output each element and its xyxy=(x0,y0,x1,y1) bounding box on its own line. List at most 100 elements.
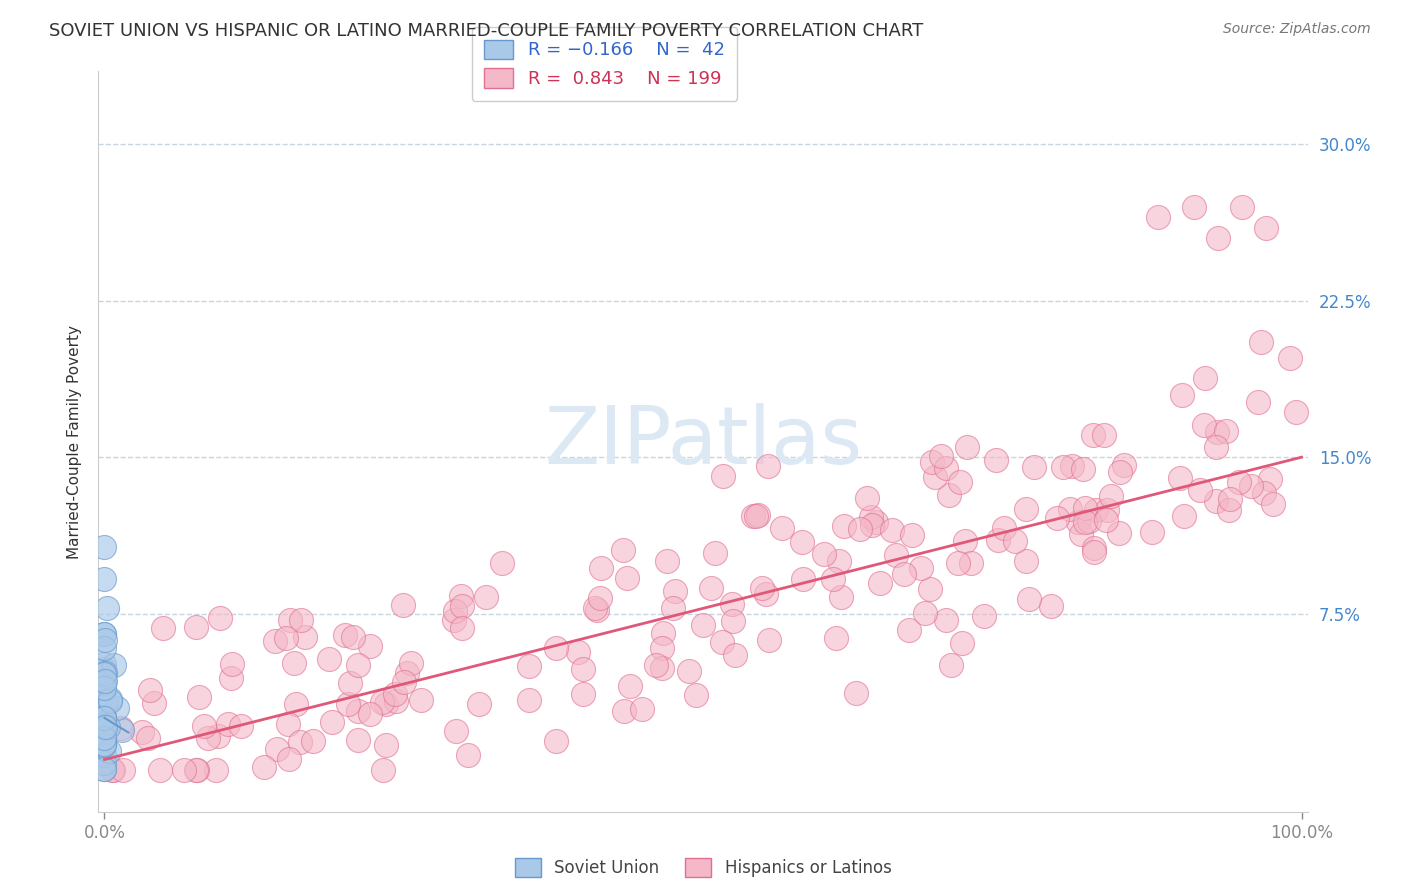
Point xyxy=(869,576,891,591)
Point xyxy=(1015,553,1038,567)
Point xyxy=(347,733,370,747)
Point xyxy=(993,521,1015,535)
Point xyxy=(1092,427,1115,442)
Point xyxy=(384,687,406,701)
Point xyxy=(651,640,673,655)
Point xyxy=(1071,462,1094,476)
Point xyxy=(186,763,208,777)
Point xyxy=(98,744,121,758)
Point xyxy=(371,695,394,709)
Point xyxy=(491,556,513,570)
Point xyxy=(1285,405,1308,419)
Point xyxy=(294,631,316,645)
Point xyxy=(745,508,768,523)
Point xyxy=(1074,501,1097,516)
Point xyxy=(451,599,474,614)
Point xyxy=(93,540,115,554)
Point xyxy=(101,763,124,777)
Point xyxy=(93,711,115,725)
Point xyxy=(93,641,115,656)
Point xyxy=(830,591,852,605)
Point xyxy=(1279,351,1302,365)
Point xyxy=(277,752,299,766)
Point xyxy=(110,721,132,735)
Point xyxy=(865,515,887,529)
Point xyxy=(337,698,360,712)
Point xyxy=(103,658,125,673)
Point xyxy=(93,718,115,732)
Point xyxy=(950,636,973,650)
Point xyxy=(333,628,356,642)
Point xyxy=(880,523,903,537)
Point xyxy=(612,543,634,558)
Point xyxy=(93,739,115,753)
Point xyxy=(747,508,769,523)
Point xyxy=(1074,516,1097,530)
Point xyxy=(221,657,243,671)
Point xyxy=(1059,502,1081,516)
Point xyxy=(589,591,612,605)
Point xyxy=(347,657,370,672)
Point xyxy=(96,600,118,615)
Y-axis label: Married-Couple Family Poverty: Married-Couple Family Poverty xyxy=(67,325,83,558)
Point xyxy=(444,604,467,618)
Point xyxy=(953,533,976,548)
Point xyxy=(1263,497,1285,511)
Point xyxy=(960,556,983,570)
Point xyxy=(949,475,972,490)
Point xyxy=(93,662,115,676)
Point xyxy=(1083,541,1105,555)
Point xyxy=(721,614,744,628)
Point xyxy=(143,696,166,710)
Point xyxy=(93,675,115,690)
Point xyxy=(567,645,589,659)
Point xyxy=(205,763,228,777)
Point xyxy=(94,720,117,734)
Point xyxy=(97,720,120,734)
Point xyxy=(855,491,877,505)
Point xyxy=(583,601,606,615)
Point xyxy=(93,731,115,745)
Point xyxy=(756,458,779,473)
Point xyxy=(219,671,242,685)
Point xyxy=(700,581,723,595)
Point xyxy=(98,694,121,708)
Point xyxy=(207,729,229,743)
Point xyxy=(848,522,870,536)
Point xyxy=(131,724,153,739)
Point xyxy=(173,763,195,777)
Point xyxy=(938,488,960,502)
Point xyxy=(792,535,814,549)
Point xyxy=(724,648,747,663)
Point xyxy=(832,519,855,533)
Point xyxy=(391,598,413,612)
Point xyxy=(946,556,969,570)
Point xyxy=(664,583,686,598)
Text: Source: ZipAtlas.com: Source: ZipAtlas.com xyxy=(1223,22,1371,37)
Point xyxy=(1215,425,1237,439)
Point xyxy=(893,566,915,581)
Point xyxy=(193,719,215,733)
Point xyxy=(290,614,312,628)
Point xyxy=(1253,486,1275,500)
Point xyxy=(692,618,714,632)
Point xyxy=(939,658,962,673)
Point xyxy=(828,554,851,568)
Point xyxy=(1246,394,1268,409)
Point xyxy=(1219,492,1241,507)
Point xyxy=(613,704,636,718)
Point xyxy=(1022,459,1045,474)
Point xyxy=(94,694,117,708)
Point xyxy=(845,686,868,700)
Point xyxy=(655,554,678,568)
Point xyxy=(253,760,276,774)
Point xyxy=(285,697,308,711)
Point xyxy=(1240,479,1263,493)
Point xyxy=(347,704,370,718)
Point xyxy=(1060,459,1083,474)
Point xyxy=(374,697,396,711)
Point xyxy=(283,657,305,671)
Point xyxy=(742,509,765,524)
Point xyxy=(918,582,941,597)
Point xyxy=(813,548,835,562)
